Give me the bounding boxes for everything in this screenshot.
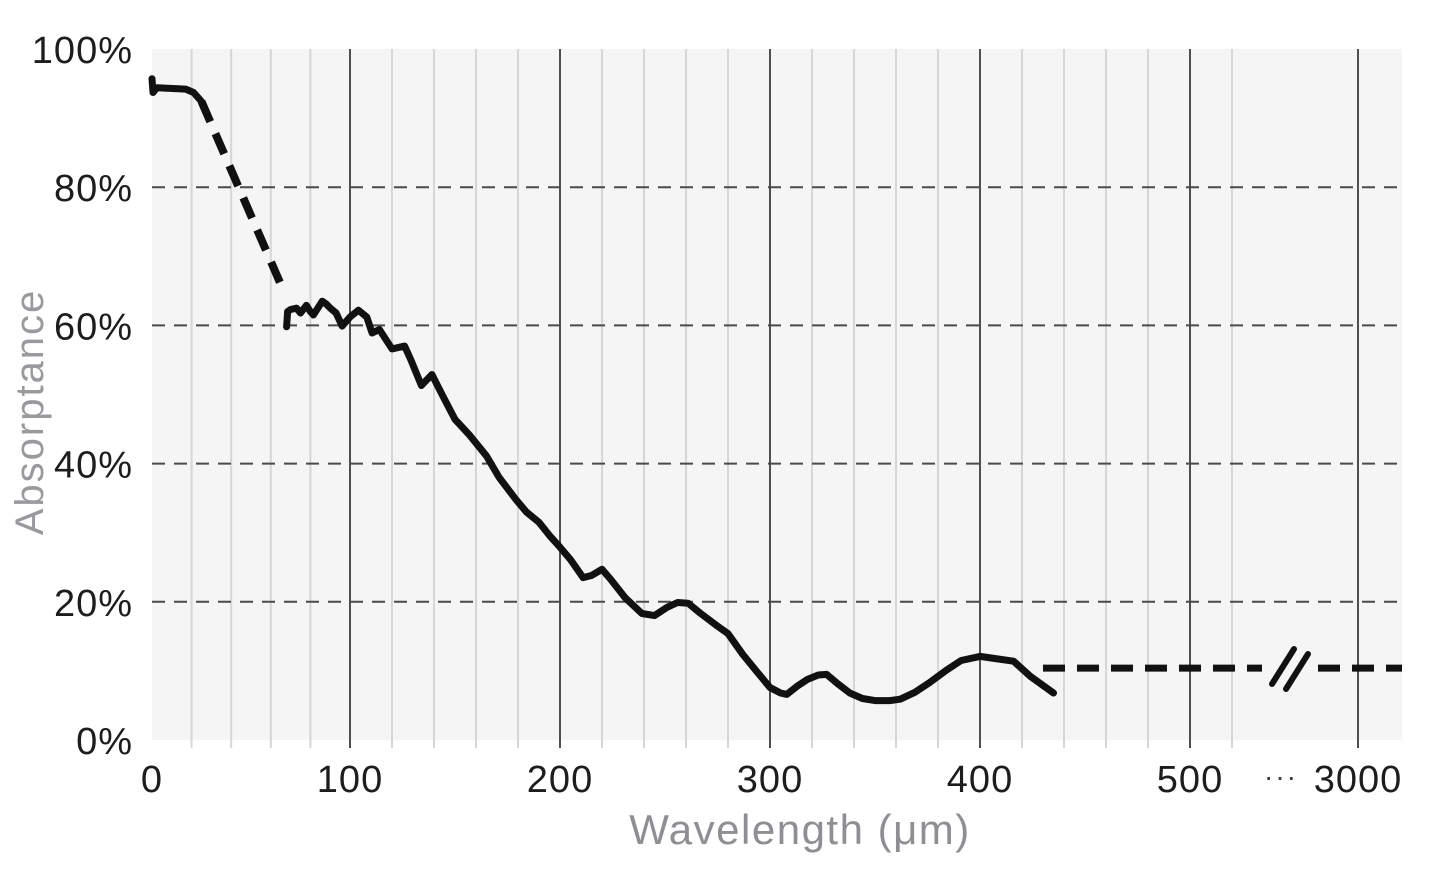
x-tick-label: 200: [527, 759, 593, 801]
y-tick-label: 0%: [76, 721, 133, 763]
y-axis-title: Absorptance: [8, 288, 52, 536]
x-tick-label: 100: [317, 759, 383, 801]
x-axis-title: Wavelength (μm): [629, 806, 971, 853]
x-tick-label: 500: [1157, 759, 1223, 801]
series-measured-start: [148, 75, 205, 105]
y-tick-label: 100%: [32, 30, 133, 72]
plot-background: [152, 49, 1402, 740]
y-tick-label: 80%: [54, 168, 133, 210]
y-tick-label: 60%: [54, 306, 133, 348]
x-tick-label: 3000: [1314, 759, 1403, 801]
x-tick-label: 0: [141, 759, 163, 801]
series-measured-main: [283, 297, 1057, 705]
y-tick-label: 20%: [54, 583, 133, 625]
x-tick-label: 300: [737, 759, 803, 801]
x-tick-label: 400: [947, 759, 1013, 801]
x-axis-break-dots: ···: [1264, 761, 1298, 792]
axis-break-icon: [1283, 651, 1311, 692]
axis-break-icon: [1269, 646, 1297, 687]
y-tick-label: 40%: [54, 445, 133, 487]
